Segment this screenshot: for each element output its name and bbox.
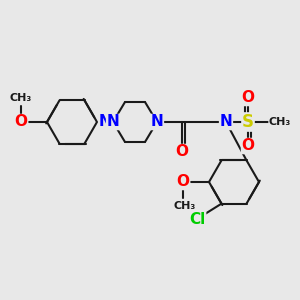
Text: O: O [242,91,254,106]
Text: N: N [99,115,111,130]
Text: Cl: Cl [189,212,206,227]
Text: CH₃: CH₃ [10,93,32,103]
Text: O: O [176,175,190,190]
Text: CH₃: CH₃ [269,117,291,127]
Text: N: N [106,115,119,130]
Text: N: N [151,115,164,130]
Text: S: S [242,113,254,131]
Text: CH₃: CH₃ [174,201,196,211]
Text: N: N [220,115,232,130]
Text: O: O [14,115,28,130]
Text: O: O [242,139,254,154]
Text: O: O [176,145,188,160]
